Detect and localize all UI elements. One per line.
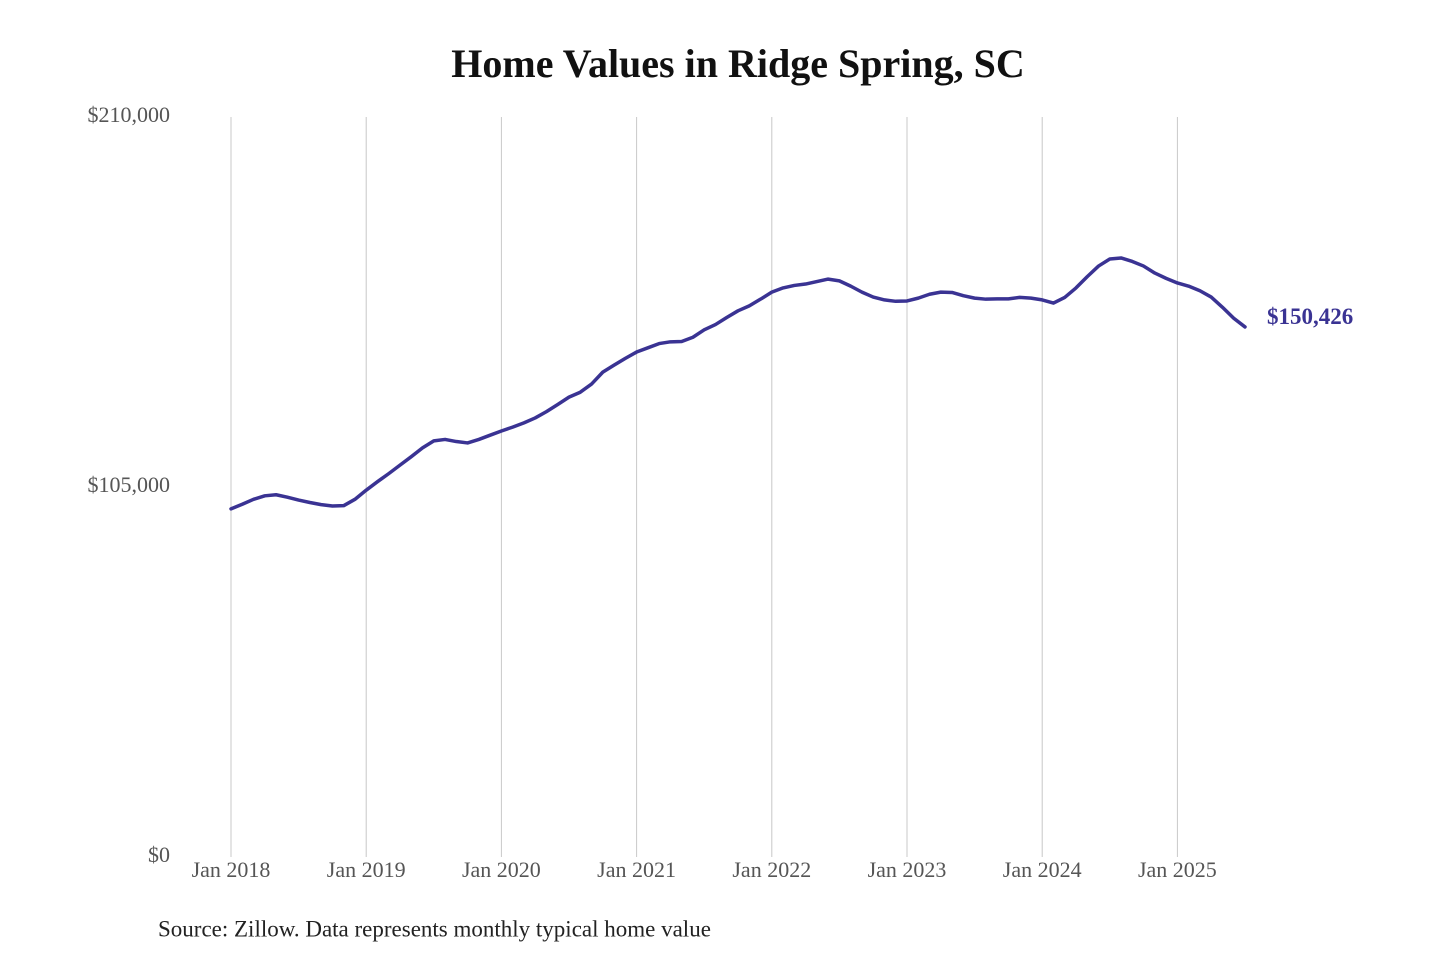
x-tick-label: Jan 2020 [462,857,541,882]
y-tick-label: $210,000 [88,102,171,127]
x-tick-label: Jan 2023 [868,857,947,882]
y-tick-label: $105,000 [88,472,171,497]
x-tick-label: Jan 2022 [732,857,811,882]
source-note: Source: Zillow. Data represents monthly … [158,916,711,941]
y-tick-label: $0 [148,842,170,867]
x-tick-label: Jan 2021 [597,857,676,882]
x-tick-label: Jan 2025 [1138,857,1217,882]
chart-title: Home Values in Ridge Spring, SC [451,41,1024,86]
line [229,256,1247,511]
x-tick-label: Jan 2019 [327,857,406,882]
x-tick-label: Jan 2024 [1003,857,1082,882]
x-tick-label: Jan 2018 [192,857,271,882]
value-label: $150,426 [1267,304,1353,329]
